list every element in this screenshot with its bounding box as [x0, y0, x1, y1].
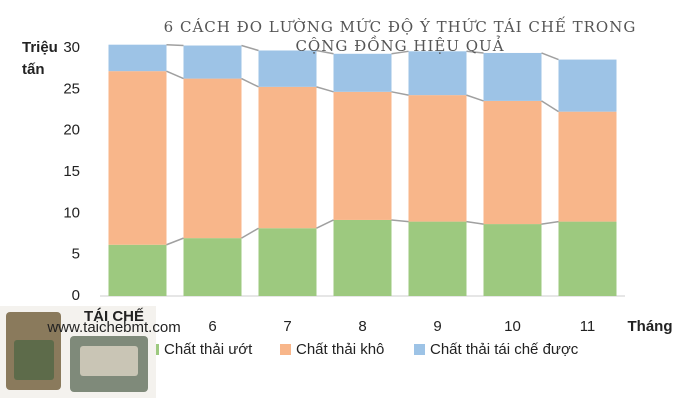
bar-segment [558, 221, 617, 296]
logo-url: www.taichebmt.com [46, 319, 180, 336]
y-tick-label: 0 [72, 287, 80, 304]
connector-line [316, 86, 334, 93]
legend-swatch [280, 344, 291, 355]
x-tick-label: 7 [283, 318, 291, 335]
legend-swatch [414, 344, 425, 355]
x-tick-label: 10 [504, 318, 521, 335]
y-tick-label: 10 [63, 204, 80, 221]
connector-line [541, 100, 559, 113]
connector-line [166, 43, 184, 47]
connector-line [316, 219, 334, 229]
connector-line [466, 94, 484, 102]
x-tick-label: 11 [580, 318, 596, 335]
y-tick-label: 5 [72, 246, 80, 263]
connector-line [391, 91, 409, 96]
chair-right-seat [80, 346, 138, 376]
logo-text: TÁI CHẾ [84, 308, 144, 325]
connector-line [391, 50, 409, 55]
connector-line [166, 70, 184, 80]
bar-segment [108, 244, 167, 296]
bar-segment [183, 238, 242, 296]
y-tick-label: 20 [63, 122, 80, 139]
bar-segment [483, 100, 542, 225]
bar-segment [408, 221, 467, 296]
connector-line [466, 220, 484, 225]
connector-line [541, 220, 559, 225]
bar-segment [108, 71, 167, 245]
y-axis-label: Triệu tấn [22, 39, 58, 78]
bar-segment [483, 224, 542, 296]
bar-segment [558, 59, 617, 112]
chart-title: 6 CÁCH ĐO LƯỜNG MỨC ĐỘ Ý THỨC TÁI CHẾ TR… [163, 18, 637, 55]
bar-segment [483, 52, 542, 101]
y-tick-label: 25 [63, 80, 80, 97]
x-tick-label: 8 [358, 318, 366, 335]
bar-segment [333, 53, 392, 92]
connector-line [241, 77, 259, 88]
bar-segment [258, 50, 317, 87]
bar-segment [558, 111, 617, 222]
bar-segment [258, 228, 317, 296]
connector-line [466, 50, 484, 54]
connector-line [166, 237, 184, 246]
connector-line [391, 219, 409, 223]
legend-label: Chất thải tái chế được [430, 341, 579, 358]
bar-segment [183, 45, 242, 79]
connector-line [241, 227, 259, 239]
bar-segment [108, 44, 167, 72]
legend-label: Chất thải khô [296, 341, 384, 358]
connector-line [316, 49, 334, 55]
bar-segment [258, 86, 317, 229]
x-tick-label: 9 [433, 318, 441, 335]
y-tick-label: 30 [63, 39, 80, 56]
x-tick-label: 6 [208, 318, 216, 335]
legend-label: Chất thải ướt [164, 341, 253, 358]
bar-segment [183, 78, 242, 239]
connector-line [541, 52, 559, 61]
bar-segment [408, 51, 467, 96]
bar-segment [333, 219, 392, 296]
y-tick-label: 15 [63, 163, 80, 180]
chair-left-seat [14, 340, 54, 380]
x-axis-label: Tháng [628, 318, 673, 335]
bar-segment [333, 91, 392, 220]
connector-line [241, 44, 259, 52]
bar-segment [408, 95, 467, 222]
